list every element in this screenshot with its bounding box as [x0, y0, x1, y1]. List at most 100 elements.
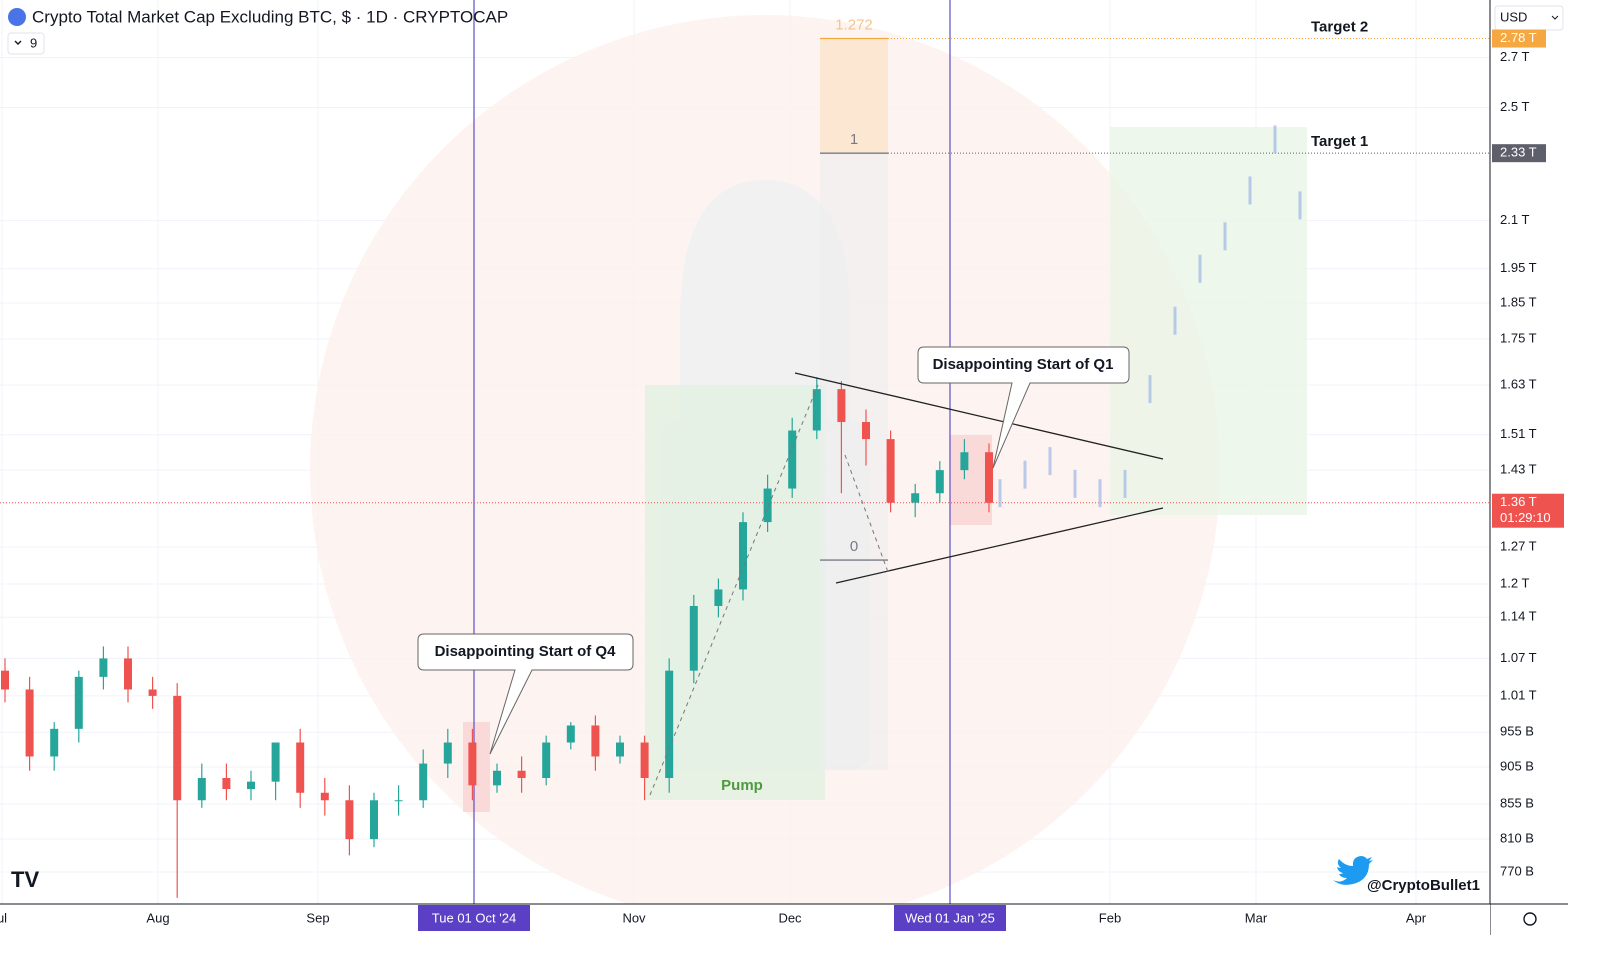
candle-body	[812, 389, 821, 431]
candle-body	[763, 488, 772, 523]
y-tick-label: 1.85 T	[1500, 294, 1537, 309]
x-tick-label: Mar	[1245, 910, 1268, 925]
fib-label: 1.272	[835, 17, 873, 34]
price-badge-label: 1.36 T	[1500, 494, 1537, 509]
candle-body	[714, 589, 723, 606]
candle-body	[99, 658, 108, 677]
fib-box	[820, 38, 888, 770]
candle-body	[148, 689, 157, 696]
x-tick-label: ul	[0, 910, 7, 925]
candle-body	[886, 439, 895, 503]
y-tick-label: 1.63 T	[1500, 377, 1537, 392]
y-tick-label: 2.1 T	[1500, 212, 1529, 227]
candle-body	[222, 777, 231, 790]
time-marker-label: Wed 01 Jan '25	[905, 910, 995, 925]
candle-body	[837, 389, 846, 423]
fib-dashed	[649, 384, 819, 796]
candle-body	[542, 742, 551, 778]
candle-body	[665, 670, 674, 778]
y-tick-label: 1.51 T	[1500, 426, 1537, 441]
indicator-count: 9	[30, 35, 37, 50]
candle-body	[247, 781, 255, 790]
candle-body	[1, 670, 9, 690]
candle-body	[320, 792, 329, 801]
candle-body	[419, 763, 428, 801]
y-tick-label: 1.75 T	[1500, 330, 1537, 345]
target-box	[1110, 127, 1307, 515]
x-tick-label: Nov	[622, 910, 646, 925]
candle-body	[862, 422, 870, 440]
y-tick-label: 2.5 T	[1500, 99, 1529, 114]
twitter-icon	[1333, 856, 1373, 885]
candle-body	[517, 770, 526, 778]
candle-body	[74, 676, 83, 729]
x-tick-label: Apr	[1406, 910, 1427, 925]
settings-icon[interactable]	[1523, 912, 1537, 926]
symbol-icon	[8, 8, 26, 26]
y-tick-label: 1.2 T	[1500, 575, 1529, 590]
fib-label: 1	[850, 131, 858, 148]
tv-logo: TV	[11, 867, 39, 892]
chevron	[14, 40, 22, 45]
x-tick-label: Sep	[306, 910, 329, 925]
chart-title: Crypto Total Market Cap Excluding BTC, $…	[32, 7, 508, 26]
candle-body	[689, 605, 698, 671]
callout-text: Disappointing Start of Q1	[933, 356, 1114, 373]
candle-body	[25, 689, 34, 757]
pump-label: Pump	[721, 777, 763, 794]
y-tick-label: 1.27 T	[1500, 539, 1537, 554]
price-badge-label: 2.33 T	[1500, 145, 1537, 160]
watermark-handle: @CryptoBullet1	[1367, 877, 1480, 894]
callout-text: Disappointing Start of Q4	[435, 643, 616, 660]
candle-body	[788, 430, 797, 489]
axes: 2.7 T 2.5 T 2.1 T 1.95 T 1.85 T 1.75 T 1.63 T 1…	[0, 29, 1564, 931]
candle-body	[124, 658, 132, 690]
candle-body	[985, 452, 993, 503]
target-label: Target 2	[1311, 19, 1368, 36]
time-marker-badge	[894, 905, 1006, 931]
candle-body	[271, 742, 280, 782]
currency: USD	[1500, 9, 1527, 24]
time-axis	[0, 904, 1490, 935]
time-marker-label: Tue 01 Oct '24	[432, 910, 516, 925]
y-tick-label: 1.95 T	[1500, 260, 1537, 275]
candle-body	[468, 742, 477, 786]
candle-body	[394, 800, 403, 802]
y-tick-label: 1.07 T	[1500, 650, 1537, 665]
fib-box-upper	[820, 38, 888, 153]
red-box	[463, 722, 490, 812]
candle-body	[591, 725, 600, 757]
indicator-toggle[interactable]	[7, 32, 45, 55]
candle-body	[960, 452, 969, 471]
candle-body	[345, 800, 354, 840]
y-tick-label: 1.14 T	[1500, 609, 1537, 624]
watermark-lock	[680, 180, 850, 430]
x-tick-label: Dec	[778, 910, 802, 925]
price-badge	[1492, 29, 1546, 48]
x-tick-label: Aug	[146, 910, 169, 925]
candle-body	[296, 742, 305, 793]
price-badge	[1492, 493, 1564, 528]
candle-body	[493, 770, 501, 786]
time-marker-badge	[418, 905, 530, 931]
candle-body	[566, 725, 575, 743]
y-tick-label: 955 B	[1500, 724, 1534, 739]
candle-body	[173, 695, 182, 801]
candle-body	[197, 777, 206, 801]
triangle-upper	[794, 372, 1164, 460]
target-label: Target 1	[1311, 133, 1368, 150]
candle-body	[616, 742, 624, 757]
candle-body	[370, 800, 378, 840]
price-badge-label: 2.78 T	[1500, 30, 1537, 45]
callout-box	[417, 633, 634, 755]
chevron	[1551, 15, 1559, 20]
countdown: 01:29:10	[1500, 510, 1551, 525]
candle-body	[443, 742, 452, 764]
candle-body	[640, 742, 649, 778]
y-tick-label: 770 B	[1500, 863, 1534, 878]
y-tick-label: 1.01 T	[1500, 687, 1537, 702]
y-tick-label: 855 B	[1500, 795, 1534, 810]
y-tick-label: 2.7 T	[1500, 49, 1529, 64]
fib-label: 0	[850, 538, 858, 555]
